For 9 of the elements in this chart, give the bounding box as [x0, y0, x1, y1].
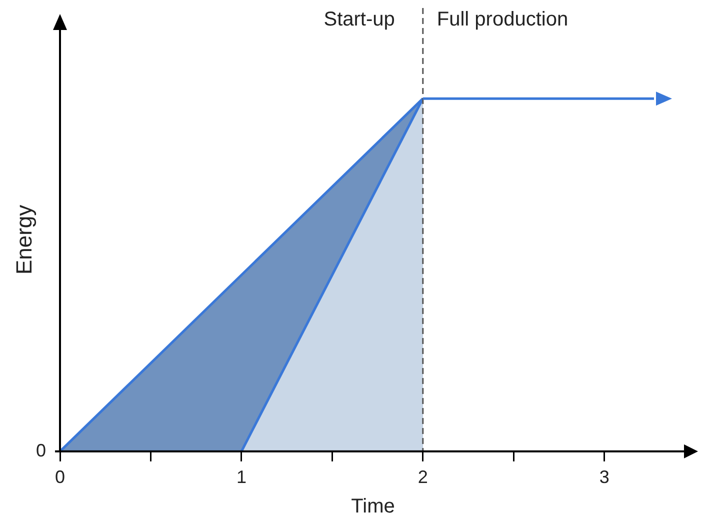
text: Full production: [436, 8, 568, 31]
x-tick-label: 1: [236, 467, 246, 488]
x-tick-label: 2: [418, 467, 428, 488]
y-axis-title: Energy: [11, 204, 36, 275]
x-tick-label: 0: [54, 467, 66, 488]
annotation: 0: [36, 440, 46, 460]
x-axis-title: Time: [351, 496, 395, 518]
text: Start-up: [324, 8, 395, 31]
x-tick-label: 3: [599, 467, 610, 488]
